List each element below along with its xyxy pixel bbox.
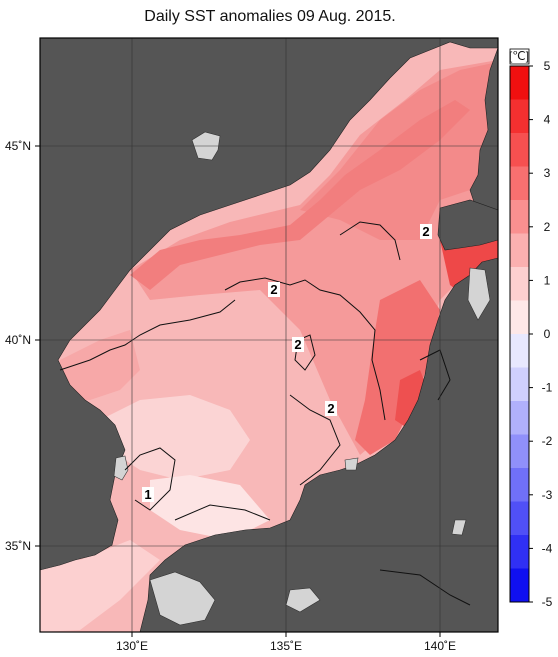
map-area: 2 2 2 2 1 <box>40 38 498 632</box>
contour-lines <box>59 221 471 606</box>
colorbar-tick-label: -2 <box>542 434 553 448</box>
colorbar-tick-label: 2 <box>544 220 551 234</box>
colorbar-segment <box>510 367 529 402</box>
lon-label-135e: 135˚E <box>270 639 302 653</box>
colorbar-segment <box>510 267 529 301</box>
contour-label: 2 <box>422 224 429 239</box>
colorbar-segment <box>510 468 529 502</box>
colorbar-tick-label: -5 <box>542 595 553 609</box>
colorbar-tick-label: -1 <box>542 381 553 395</box>
colorbar-segment <box>510 401 529 435</box>
contour-label: 2 <box>270 282 277 297</box>
colorbar-tick-labels: 5 4 3 2 1 0 -1 -2 -3 -4 -5 <box>529 59 553 609</box>
colorbar-segment <box>510 535 529 569</box>
colorbar-tick-label: 5 <box>544 59 551 73</box>
colorbar-segment <box>510 300 529 335</box>
colorbar-segment <box>510 501 529 536</box>
colorbar-segment <box>510 568 529 603</box>
colorbar: [℃] 5 4 3 2 1 0 -1 -2 -3 -4 -5 <box>509 48 553 609</box>
axis-ticks <box>35 145 441 637</box>
contour-label: 2 <box>294 337 301 352</box>
colorbar-tick-label: 3 <box>544 166 551 180</box>
lon-label-140e: 140˚E <box>424 639 456 653</box>
lat-label-45n: 45˚N <box>5 139 31 153</box>
map-frame <box>39 37 499 633</box>
lat-label-35n: 35˚N <box>5 539 31 553</box>
contour-label: 1 <box>144 487 151 502</box>
colorbar-segments <box>510 66 529 603</box>
colorbar-segment <box>510 233 529 268</box>
contour-labels: 2 2 2 2 1 <box>142 224 432 502</box>
colorbar-tick-label: 1 <box>544 273 551 287</box>
land-masses <box>40 38 498 632</box>
colorbar-tick-label: 4 <box>544 113 551 127</box>
colorbar-unit-box <box>509 48 530 65</box>
colorbar-unit: [℃] <box>509 49 529 63</box>
islands <box>113 131 491 626</box>
colorbar-segment <box>510 434 529 469</box>
colorbar-segment <box>510 200 529 234</box>
map-title: Daily SST anomalies 09 Aug. 2015. <box>144 8 396 25</box>
lon-label-130e: 130˚E <box>116 639 148 653</box>
colorbar-segment <box>510 66 529 100</box>
graticule <box>40 38 498 632</box>
colorbar-segment <box>510 99 529 134</box>
colorbar-tick-label: -4 <box>542 541 553 555</box>
contour-label: 2 <box>327 401 334 416</box>
colorbar-segment <box>510 166 529 201</box>
colorbar-tick-label: -3 <box>542 488 553 502</box>
colorbar-segment <box>510 133 529 167</box>
colorbar-tick-label: 0 <box>544 327 551 341</box>
lat-label-40n: 40˚N <box>5 333 31 347</box>
colorbar-segment <box>510 334 529 368</box>
